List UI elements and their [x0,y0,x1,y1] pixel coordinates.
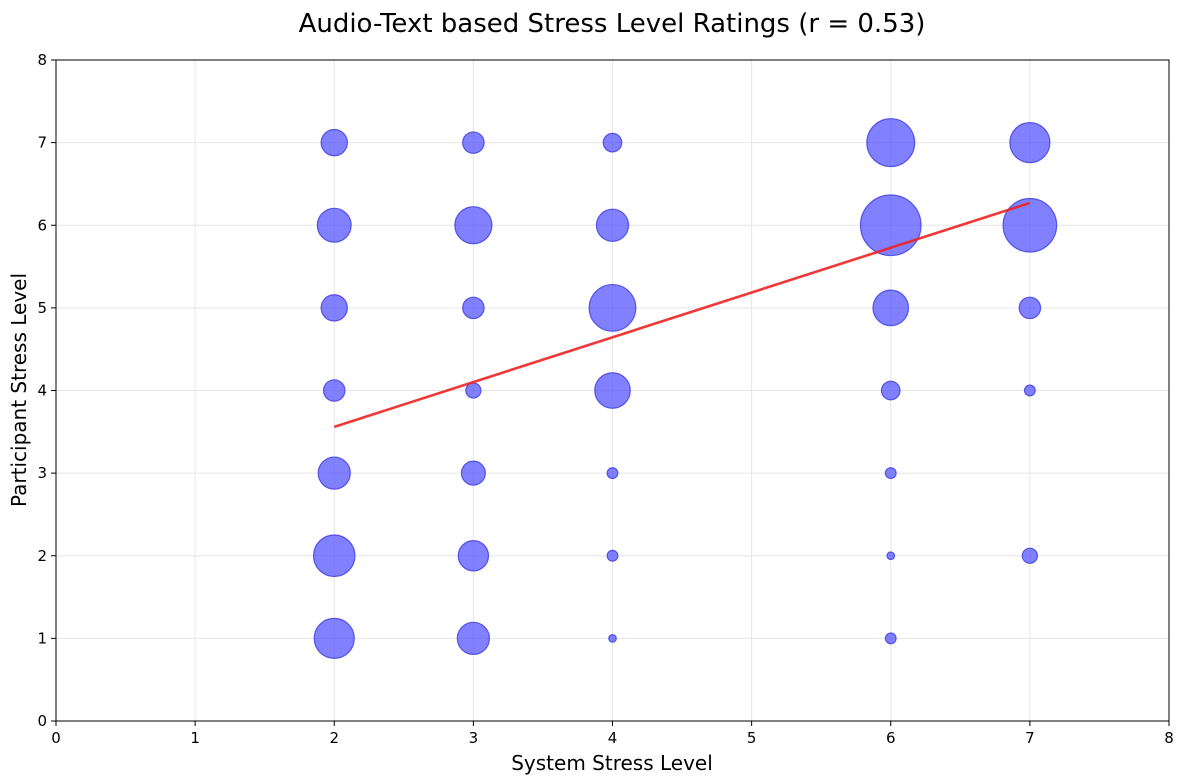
data-point [462,131,485,154]
data-point [595,208,630,242]
data-point [884,632,897,645]
data-point [1023,384,1036,397]
data-point [1009,121,1051,164]
x-tick-label: 8 [1164,729,1174,747]
data-point [886,551,896,561]
data-point [313,617,355,660]
data-point [462,296,485,320]
y-tick-label: 8 [37,51,47,69]
y-tick-label: 7 [37,134,47,152]
data-point [866,118,916,168]
y-tick-label: 2 [37,547,47,565]
data-point [320,294,348,322]
data-point [606,467,619,480]
data-point [456,621,491,656]
x-tick-label: 1 [190,729,200,747]
data-point [454,206,493,245]
data-point [312,534,356,578]
data-point [608,633,617,643]
data-point [322,379,346,402]
axis-ticks: 0 1 2 3 4 5 6 7 8 0 1 2 3 4 5 6 7 8 [37,51,1173,747]
x-tick-label: 7 [1025,729,1035,747]
data-point [316,207,352,243]
data-point [606,549,619,562]
data-point [320,128,348,157]
data-point [588,283,637,332]
data-point [884,467,897,480]
data-point [1002,197,1058,253]
y-axis-label: Participant Stress Level [7,273,31,507]
x-tick-label: 3 [469,729,479,747]
y-tick-label: 4 [37,382,47,400]
data-point [602,132,623,153]
data-point [872,289,910,327]
chart-title: Audio-Text based Stress Level Ratings (r… [299,9,926,39]
y-tick-label: 6 [37,216,47,234]
data-point [460,460,486,486]
trend-line [333,201,1031,429]
data-point [317,456,351,490]
data-point [457,540,490,572]
data-point [880,380,901,401]
y-tick-label: 3 [37,464,47,482]
y-tick-label: 1 [37,629,47,647]
x-tick-label: 2 [329,729,339,747]
y-tick-label: 0 [37,712,47,730]
x-tick-label: 5 [747,729,757,747]
data-point [465,382,482,399]
data-point [594,372,631,409]
x-tick-label: 0 [51,729,61,747]
data-point [1018,296,1042,320]
data-point [859,194,922,257]
x-tick-label: 6 [886,729,896,747]
x-axis-label: System Stress Level [511,751,713,775]
y-tick-label: 5 [37,299,47,317]
trend-line-layer [333,201,1031,429]
x-tick-label: 4 [608,729,618,747]
data-points [312,118,1058,660]
data-point [1021,547,1039,564]
